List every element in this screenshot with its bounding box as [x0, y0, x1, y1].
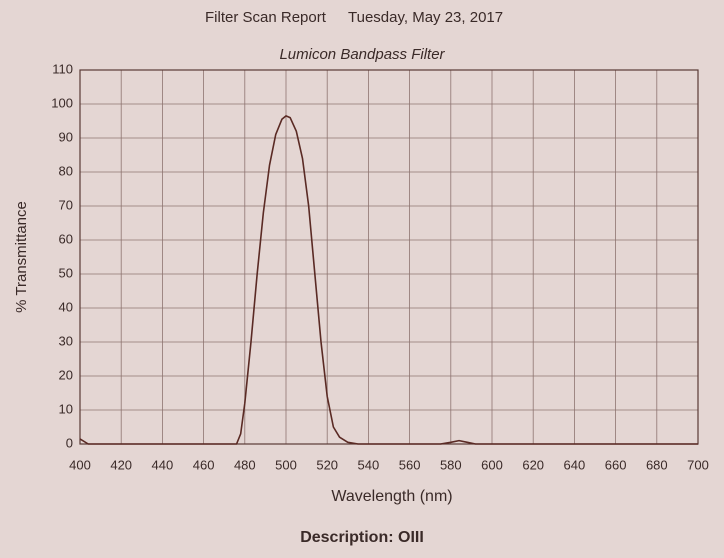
x-tick-label: 640 [564, 457, 586, 472]
x-tick-label: 480 [234, 457, 256, 472]
x-tick-label: 540 [358, 457, 380, 472]
x-tick-label: 620 [522, 457, 544, 472]
y-tick-label: 60 [59, 231, 73, 246]
y-tick-label: 10 [59, 401, 73, 416]
y-tick-label: 100 [51, 95, 73, 110]
x-tick-label: 680 [646, 457, 668, 472]
x-tick-label: 440 [152, 457, 174, 472]
x-tick-label: 700 [687, 457, 709, 472]
x-tick-label: 560 [399, 457, 421, 472]
report-title: Filter Scan Report [205, 9, 327, 26]
x-tick-label: 580 [440, 457, 462, 472]
y-tick-label: 90 [59, 129, 73, 144]
y-tick-label: 40 [59, 299, 73, 314]
x-tick-label: 500 [275, 457, 297, 472]
y-tick-label: 20 [59, 367, 73, 382]
description: Description: OIII [300, 529, 424, 546]
data-line [79, 115, 698, 445]
y-tick-label: 0 [66, 435, 73, 450]
y-tick-label: 110 [52, 61, 73, 76]
x-tick-label: 520 [316, 457, 338, 472]
y-tick-label: 30 [59, 333, 73, 348]
x-tick-label: 660 [605, 457, 627, 472]
y-axis-label: % Transmittance [13, 201, 30, 313]
x-axis-label: Wavelength (nm) [331, 488, 452, 505]
x-tick-label: 400 [69, 457, 91, 472]
y-tick-label: 50 [59, 265, 73, 280]
x-tick-label: 600 [481, 457, 503, 472]
x-tick-label: 460 [193, 457, 215, 472]
y-tick-label: 70 [59, 197, 73, 212]
y-tick-label: 80 [59, 163, 73, 178]
chart-title: Lumicon Bandpass Filter [279, 46, 445, 63]
x-tick-label: 420 [110, 457, 132, 472]
report-date: Tuesday, May 23, 2017 [348, 9, 503, 26]
